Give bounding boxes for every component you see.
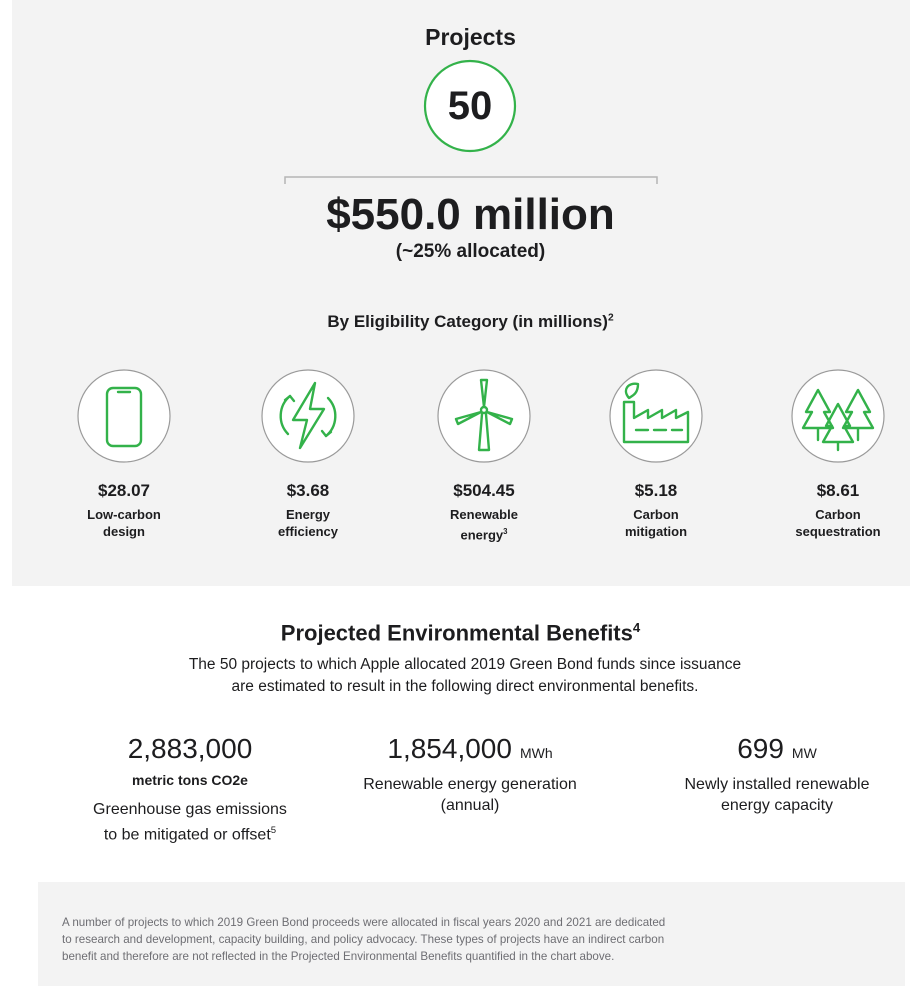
category-label-line: mitigation [624,524,688,539]
icon-trees [791,369,885,463]
benefits-title: Projected Environmental Benefits4 [0,620,921,646]
icon-energy [261,369,355,463]
category-label-line: Renewable [450,507,518,522]
footnote-text: A number of projects to which 2019 Green… [62,914,665,965]
stat-value: 1,854,000 MWh [320,732,620,770]
category-label: Energy efficiency [233,506,383,540]
description-line: are estimated to result in the following… [231,678,699,695]
stat-description-line: energy capacity [720,797,834,814]
amount: $550.0 million [326,190,615,239]
stat-description: Renewable energy generation (annual) [320,774,620,816]
stat-value-text: 699 [737,733,784,764]
bracket [284,176,658,184]
stat-unit: MW [791,745,817,761]
allocated: (~25% allocated) [395,241,546,262]
category-label-line: sequestration [795,524,881,539]
icon-wind [437,369,531,463]
stat-description-line: (annual) [440,797,500,814]
category-title: By Eligibility Category (in millions)2 [0,312,921,332]
category-label-line: Carbon [815,507,861,522]
footnote-line: benefit and therefore are not reflected … [62,950,615,963]
category-amount: $5.18 [634,481,678,500]
stat-description-line: Greenhouse gas emissions [93,801,287,818]
icon-factory [609,369,703,463]
category-label-line: Low-carbon [87,507,161,522]
benefits-title-text: Projected Environmental Benefits [280,620,633,646]
footnote-marker: 5 [270,825,277,836]
stat-description: Newly installed renewable energy capacity [627,774,921,816]
stat-description-line: to be mitigated or offset5 [103,825,277,844]
category-label: Carbon sequestration [763,506,913,540]
stat-value: 2,883,000 [40,732,340,766]
category-label: Carbon mitigation [581,506,731,540]
stat-unit-line: metric tons CO2e [132,772,248,788]
category-label: Renewable energy3 [409,506,559,543]
stat-description-line: Newly installed renewable [684,776,870,793]
footnote-marker: 4 [632,620,641,635]
stat-value-text: 1,854,000 [387,733,512,764]
category-amount: $3.68 [286,481,330,500]
stat-description-line: Renewable energy generation [363,776,577,793]
projects-count: 50 [447,84,493,128]
stat-value: 699 MW [627,732,921,770]
category-title-text: By Eligibility Category (in millions) [327,312,608,331]
stat-description: Greenhouse gas emissions to be mitigated … [40,799,340,845]
projects-ring [423,59,517,153]
description-line: The 50 projects to which Apple allocated… [188,656,742,673]
category-amount: $8.61 [816,481,860,500]
category-label: Low-carbon design [49,506,199,540]
category-label-line: Carbon [633,507,679,522]
category-label-line: efficiency [278,524,338,539]
footnote-marker: 3 [503,527,508,536]
benefits-description: The 50 projects to which Apple allocated… [0,654,921,698]
category-amount: $504.45 [453,481,515,500]
category-label-line: Energy [285,507,331,522]
icon-phone [77,369,171,463]
footnote-line: A number of projects to which 2019 Green… [62,916,666,929]
footnote-marker: 2 [607,312,614,324]
footnote-line: to research and development, capacity bu… [62,933,665,946]
category-label-line: design [103,524,145,539]
category-amount: $28.07 [98,481,150,500]
category-label-line: energy3 [460,527,508,543]
footnote-box [38,882,905,986]
projects-label: Projects [425,24,516,50]
stat-unit: MWh [519,745,553,761]
stat-value-text: 2,883,000 [127,733,253,764]
